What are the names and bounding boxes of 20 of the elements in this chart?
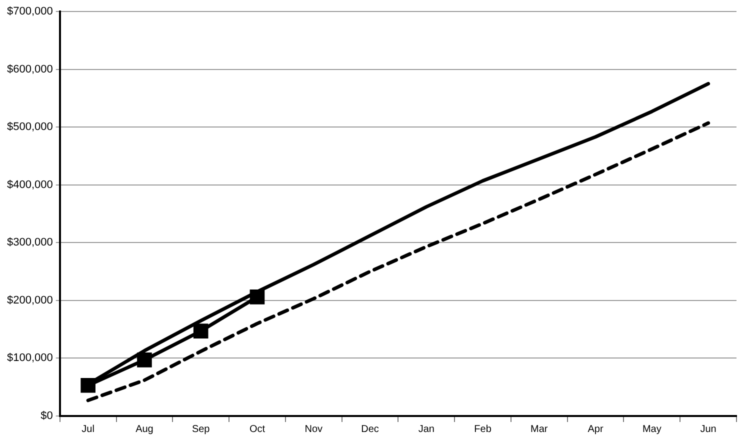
y-tick-label: $300,000 bbox=[6, 236, 53, 249]
x-tick-label: Nov bbox=[304, 424, 323, 435]
x-tick-label: Jan bbox=[418, 424, 434, 435]
x-tick-label: Jul bbox=[82, 424, 94, 435]
y-tick-label: $400,000 bbox=[6, 178, 53, 191]
x-tick-label: Oct bbox=[249, 424, 266, 435]
x-tick-label: Dec bbox=[361, 424, 379, 435]
x-tick-label: May bbox=[642, 424, 662, 435]
y-tick-label: $500,000 bbox=[6, 121, 53, 134]
x-tick-label: Aug bbox=[136, 424, 154, 435]
y-tick-label: $700,000 bbox=[6, 6, 53, 18]
x-tick-label: Feb bbox=[474, 424, 492, 435]
x-tick-label: Sep bbox=[192, 424, 210, 435]
x-tick-label: Jun bbox=[700, 424, 716, 435]
y-tick-label: $100,000 bbox=[6, 352, 53, 364]
y-tick-label: $600,000 bbox=[6, 63, 53, 76]
y-tick-label: $0 bbox=[40, 410, 53, 422]
x-tick-label: Mar bbox=[530, 424, 548, 435]
y-tick-label: $200,000 bbox=[6, 294, 53, 306]
x-tick-label: Apr bbox=[588, 424, 604, 435]
